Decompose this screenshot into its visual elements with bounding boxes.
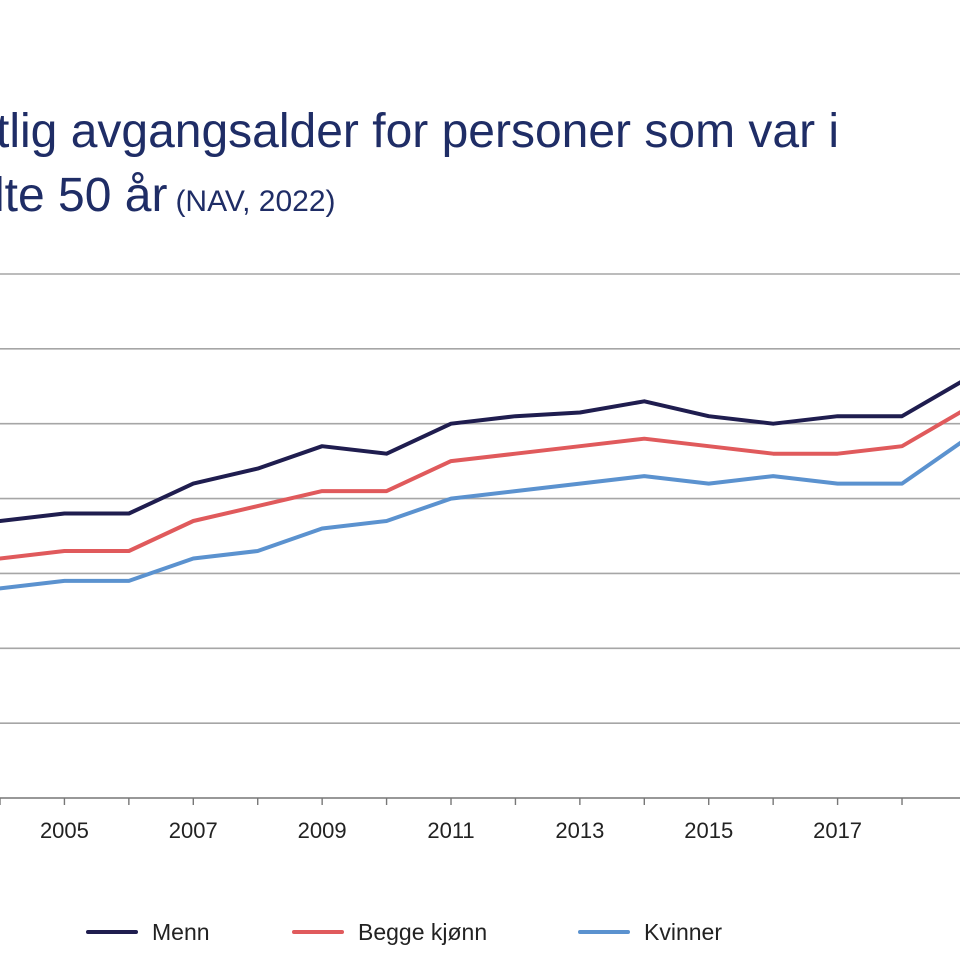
series-lines: [0, 380, 960, 591]
line-chart: 2005 2007 2009 2011 2013 2015 2017: [0, 273, 960, 843]
legend-item-menn: Menn: [86, 912, 210, 952]
legend-label-menn: Menn: [152, 918, 210, 945]
x-tick-label-2007: 2007: [169, 818, 218, 843]
chart-title-line-2-text: lte 50 år: [0, 169, 168, 222]
x-tick-label-2011: 2011: [427, 818, 474, 843]
x-tick-label-2013: 2013: [555, 818, 604, 843]
chart-title-line-1: tlig avgangsalder for personer som var i: [0, 105, 840, 158]
series-line-menn: [0, 380, 960, 523]
x-tick-label-2005: 2005: [40, 818, 89, 843]
x-tick-label-2015: 2015: [684, 818, 733, 843]
legend: Menn Begge kjønn Kvinner: [0, 912, 960, 952]
legend-item-begge-kjonn: Begge kjønn: [292, 912, 487, 952]
legend-label-kvinner: Kvinner: [644, 918, 722, 945]
x-axis: 2005 2007 2009 2011 2013 2015 2017: [0, 797, 960, 843]
chart-source: (NAV, 2022): [175, 185, 336, 218]
legend-label-begge-kjonn: Begge kjønn: [358, 918, 488, 945]
legend-swatch-menn: [86, 930, 138, 934]
series-line-kvinner: [0, 440, 960, 591]
legend-swatch-begge-kjonn: [292, 930, 344, 934]
legend-item-kvinner: Kvinner: [578, 912, 722, 952]
legend-swatch-kvinner: [578, 930, 630, 934]
grid-lines: [0, 273, 960, 724]
chart-title: tlig avgangsalder for personer som var i…: [0, 100, 960, 234]
x-tick-label-2017: 2017: [813, 818, 862, 843]
series-line-begge-kjonn: [0, 410, 960, 561]
chart-title-line-2: lte 50 år (NAV, 2022): [0, 164, 960, 234]
x-tick-label-2009: 2009: [298, 818, 347, 843]
